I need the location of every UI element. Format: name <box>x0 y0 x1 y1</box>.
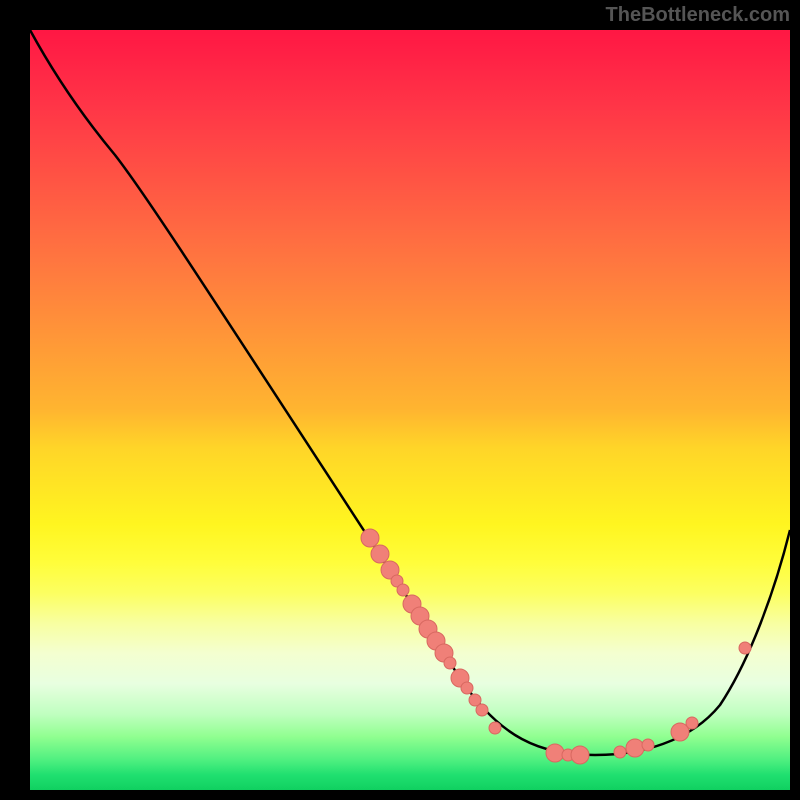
data-marker <box>397 584 409 596</box>
data-marker <box>444 657 456 669</box>
data-marker <box>642 739 654 751</box>
data-marker <box>476 704 488 716</box>
attribution-text: TheBottleneck.com <box>606 4 790 27</box>
data-marker <box>614 746 626 758</box>
data-marker <box>686 717 698 729</box>
data-marker <box>626 739 644 757</box>
data-marker <box>546 744 564 762</box>
chart-svg <box>0 0 800 800</box>
bottleneck-curve <box>30 30 790 755</box>
data-marker <box>371 545 389 563</box>
data-marker <box>571 746 589 764</box>
data-marker <box>361 529 379 547</box>
data-marker <box>461 682 473 694</box>
data-marker <box>489 722 501 734</box>
marker-group <box>361 529 751 764</box>
chart-container: TheBottleneck.com <box>0 0 800 800</box>
data-marker <box>739 642 751 654</box>
